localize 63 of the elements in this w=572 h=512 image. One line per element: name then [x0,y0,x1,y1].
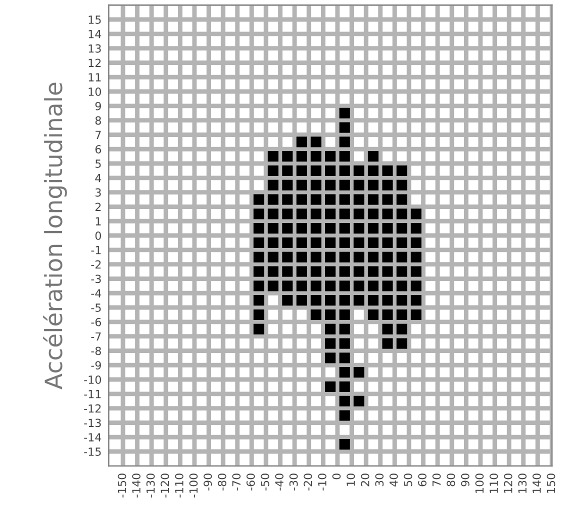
x-tick-label: -110 [175,474,184,498]
y-tick-label: 7 [96,130,101,139]
x-tick-label: 60 [418,474,427,486]
x-tick-label: -30 [289,474,298,490]
y-tick-label: -2 [91,260,101,269]
y-tick-label: 14 [88,30,102,38]
x-tick-label: -120 [160,474,170,498]
y-tick-label: 2 [95,202,101,211]
x-tick-label: 90 [461,474,470,486]
x-tick-label: 30 [375,474,384,486]
y-tick-label: -14 [84,433,102,442]
y-tick-label: -1 [91,246,101,254]
x-tick-label: 0 [332,474,341,480]
x-tick-label: 110 [490,474,498,493]
y-tick-label: 6 [95,145,102,154]
y-tick-label: 15 [88,16,101,24]
y-tick-label: 11 [88,73,101,82]
x-tick-label: 140 [532,474,541,493]
x-tick-label: -60 [246,474,255,490]
y-tick-label: -3 [91,274,101,284]
y-tick-label: -15 [84,448,101,456]
x-tick-label: 40 [390,474,398,486]
x-tick-label: -70 [232,474,241,490]
y-tick-label: -12 [84,404,101,413]
y-tick-label: -10 [84,375,101,384]
x-tick-label: 120 [504,474,512,493]
y-tick-label: 10 [88,87,101,96]
x-tick-label: -130 [146,474,155,498]
y-axis-title: Accélération longitudinale [43,82,67,390]
y-tick-label: 12 [88,58,101,67]
x-tick-label: 100 [475,474,484,493]
x-tick-label: 20 [360,474,370,486]
x-tick-label: -40 [275,474,284,490]
y-tick-label: -7 [91,332,101,341]
x-tick-label: -150 [118,474,126,498]
x-tick-label: -20 [304,474,312,490]
x-tick-label: -10 [318,474,326,490]
y-tick-label: -8 [91,346,101,356]
x-tick-label: -80 [218,474,226,490]
y-tick-label: -4 [91,289,102,298]
y-tick-label: 3 [96,188,101,197]
y-tick-label: -9 [91,361,101,370]
y-tick-label: -13 [84,418,101,428]
x-tick-label: -140 [132,474,141,498]
y-tick-label: 4 [95,174,102,182]
x-tick-label: 150 [546,474,556,493]
y-tick-label: 9 [95,102,101,110]
y-tick-label: 5 [96,160,101,168]
x-tick-label: -100 [189,474,198,498]
x-tick-label: 10 [346,474,356,486]
x-tick-label: -90 [204,474,212,490]
x-tick-label: -50 [260,474,270,490]
y-tick-label: -5 [91,304,101,312]
y-tick-label: 8 [95,116,101,125]
x-tick-label: 70 [432,474,441,486]
x-tick-label: 50 [404,474,412,486]
x-tick-label: 130 [518,474,527,493]
x-tick-label: 80 [446,474,456,486]
y-tick-label: 0 [95,231,101,240]
y-tick-label: -6 [91,318,102,326]
y-tick-label: -11 [84,390,101,398]
y-tick-label: 13 [88,44,101,53]
y-tick-label: 1 [96,217,101,226]
